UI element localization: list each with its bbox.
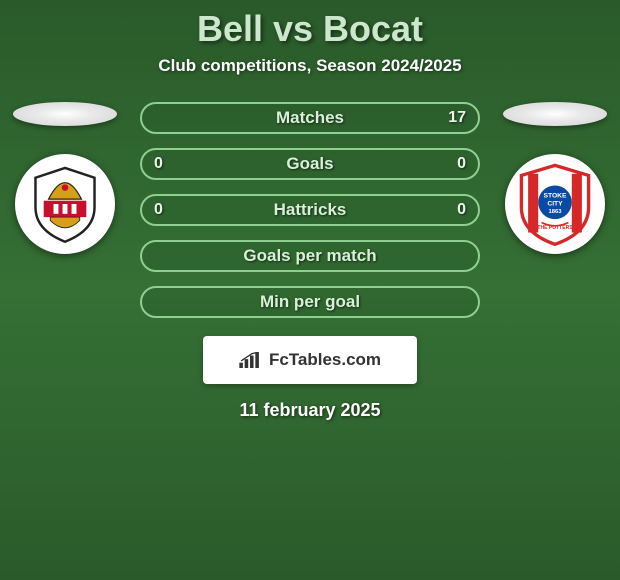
stat-label: Goals per match xyxy=(243,246,376,266)
stat-label: Min per goal xyxy=(260,292,360,312)
stat-row-matches: Matches 17 xyxy=(140,102,480,134)
footer: FcTables.com 11 february 2025 xyxy=(8,336,612,421)
stat-right-value: 17 xyxy=(448,109,466,127)
branding-text: FcTables.com xyxy=(269,350,381,370)
club-logo-right: STOKE CITY 1863 THE POTTERS xyxy=(505,154,605,254)
stat-right-value: 0 xyxy=(457,201,466,219)
svg-text:1863: 1863 xyxy=(548,209,562,215)
svg-text:CITY: CITY xyxy=(547,201,563,208)
branding-link[interactable]: FcTables.com xyxy=(203,336,417,384)
stat-row-goals: 0 Goals 0 xyxy=(140,148,480,180)
stats-column: Matches 17 0 Goals 0 0 Hattricks 0 Goals… xyxy=(140,102,480,318)
bristol-city-crest-icon xyxy=(24,163,106,245)
stat-label: Hattricks xyxy=(274,200,347,220)
right-player-column: STOKE CITY 1863 THE POTTERS xyxy=(500,102,610,254)
stat-label: Goals xyxy=(286,154,333,174)
page-title: Bell vs Bocat xyxy=(8,8,612,50)
svg-text:THE POTTERS: THE POTTERS xyxy=(537,225,573,231)
stat-row-goals-per-match: Goals per match xyxy=(140,240,480,272)
left-player-column xyxy=(10,102,120,254)
stoke-city-crest-icon: STOKE CITY 1863 THE POTTERS xyxy=(513,162,597,246)
stat-left-value: 0 xyxy=(154,201,163,219)
player-placeholder-left xyxy=(13,102,117,126)
subtitle: Club competitions, Season 2024/2025 xyxy=(8,56,612,76)
comparison-row: Matches 17 0 Goals 0 0 Hattricks 0 Goals… xyxy=(8,102,612,318)
chart-icon xyxy=(239,352,261,368)
stat-left-value: 0 xyxy=(154,155,163,173)
stat-right-value: 0 xyxy=(457,155,466,173)
svg-text:STOKE: STOKE xyxy=(543,192,567,199)
player-placeholder-right xyxy=(503,102,607,126)
date-label: 11 february 2025 xyxy=(239,400,380,421)
stat-label: Matches xyxy=(276,108,344,128)
stat-row-min-per-goal: Min per goal xyxy=(140,286,480,318)
club-logo-left xyxy=(15,154,115,254)
stat-row-hattricks: 0 Hattricks 0 xyxy=(140,194,480,226)
